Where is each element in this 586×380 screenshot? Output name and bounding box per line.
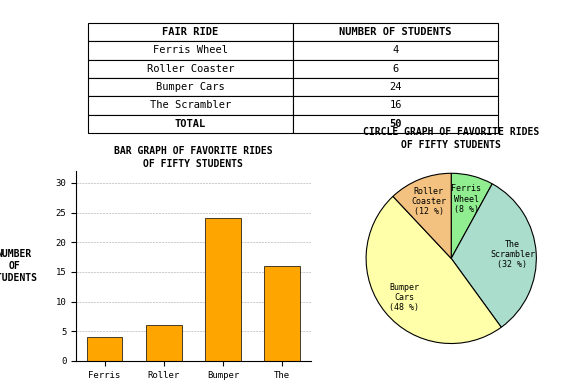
Title: BAR GRAPH OF FAVORITE RIDES
OF FIFTY STUDENTS: BAR GRAPH OF FAVORITE RIDES OF FIFTY STU… [114, 146, 272, 169]
Bar [205, 218, 241, 361]
Text: The
Scrambler
(32 %): The Scrambler (32 %) [490, 240, 535, 269]
Wedge shape [366, 196, 501, 344]
Wedge shape [451, 173, 492, 258]
Wedge shape [393, 173, 451, 258]
Bar [87, 337, 122, 361]
Bar [264, 266, 300, 361]
Title: CIRCLE GRAPH OF FAVORITE RIDES
OF FIFTY STUDENTS: CIRCLE GRAPH OF FAVORITE RIDES OF FIFTY … [363, 127, 539, 150]
Text: Ferris
Wheel
(8 %): Ferris Wheel (8 %) [451, 184, 482, 214]
Text: Roller
Coaster
(12 %): Roller Coaster (12 %) [411, 187, 446, 216]
Y-axis label: NUMBER
OF
STUDENTS: NUMBER OF STUDENTS [0, 249, 38, 283]
Wedge shape [451, 184, 536, 327]
Text: Bumper
Cars
(48 %): Bumper Cars (48 %) [389, 283, 419, 312]
Bar [146, 325, 182, 361]
